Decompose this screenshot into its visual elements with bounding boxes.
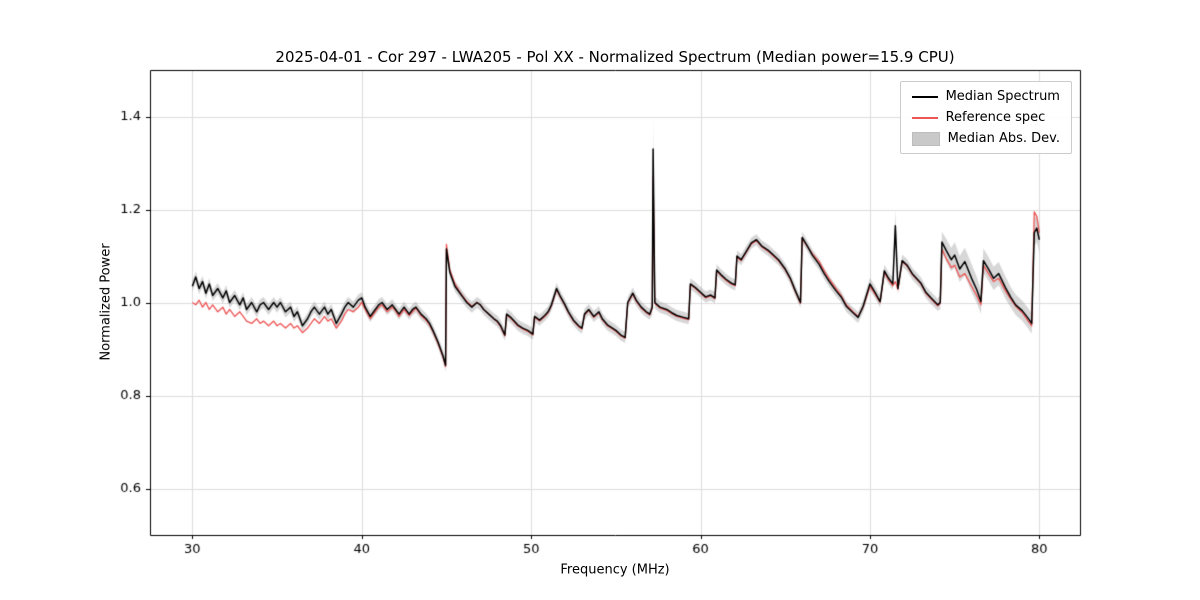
median-abs-dev-patch-swatch — [911, 131, 940, 146]
legend-label-reference-spec: Reference spec — [945, 110, 1046, 125]
y-axis-label: Normalized Power — [98, 243, 114, 361]
legend-item-median-spectrum: Median Spectrum — [911, 89, 1060, 104]
reference-spec-line-swatch — [911, 116, 938, 119]
x-axis-label: Frequency (MHz) — [560, 562, 670, 578]
legend: Median Spectrum Reference spec Median Ab… — [899, 81, 1072, 154]
legend-item-reference-spec: Reference spec — [911, 110, 1060, 125]
median-spectrum-line-swatch — [911, 95, 938, 98]
legend-item-median-abs-dev: Median Abs. Dev. — [911, 131, 1060, 146]
legend-label-median-abs-dev: Median Abs. Dev. — [947, 131, 1060, 146]
legend-label-median-spectrum: Median Spectrum — [945, 89, 1060, 104]
plot-title: 2025-04-01 - Cor 297 - LWA205 - Pol XX -… — [275, 48, 955, 66]
